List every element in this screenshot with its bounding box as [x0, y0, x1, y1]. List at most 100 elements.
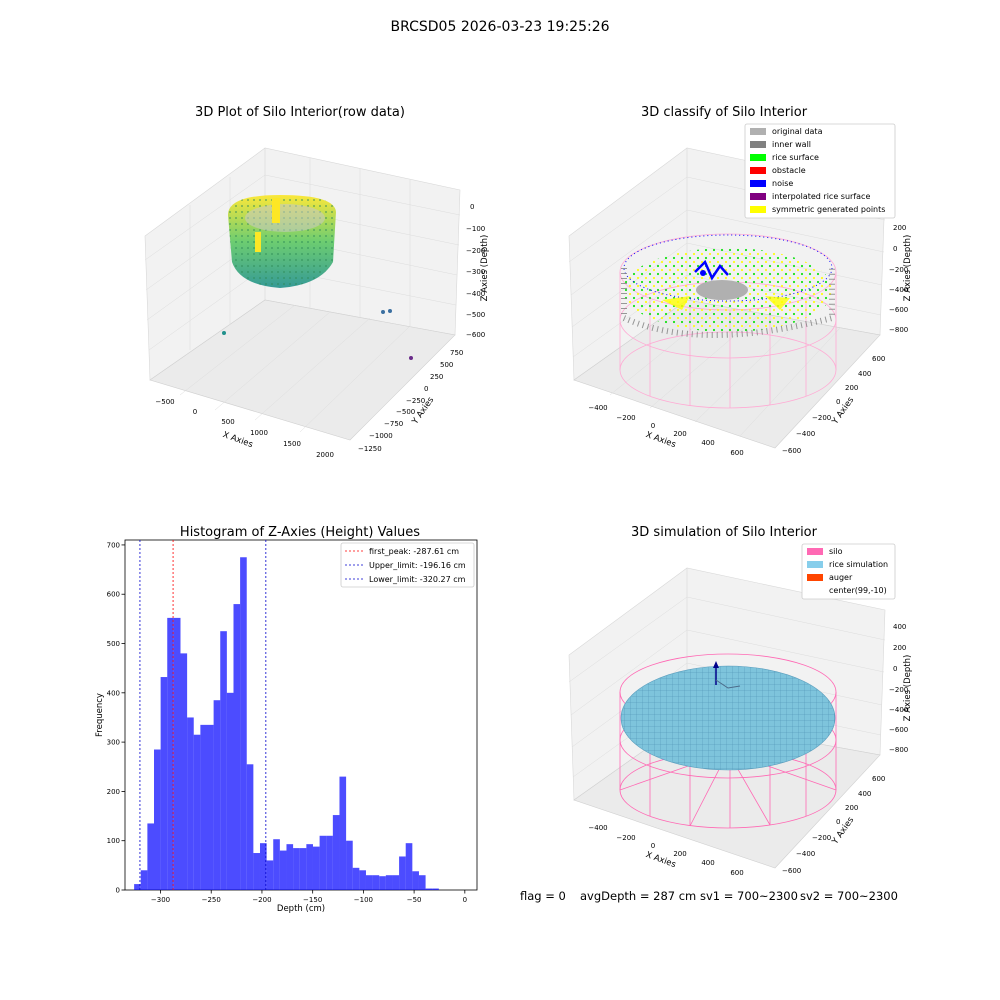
panel4-legend-entry: rice simulation [807, 560, 888, 569]
x-tick-label: −200 [252, 896, 271, 904]
panel4-ytick: −200 [812, 834, 831, 842]
histogram-bar [359, 870, 366, 890]
histogram-bar [365, 875, 373, 890]
histogram-bar [220, 631, 227, 890]
histogram-bar [346, 840, 353, 890]
panel4-ytick: 200 [845, 804, 858, 812]
panel4-xtick: 600 [730, 869, 743, 877]
panel1-ytick: 500 [440, 361, 453, 369]
panel1-title: 3D Plot of Silo Interior(row data) [195, 105, 405, 120]
histogram-bar [332, 815, 340, 890]
y-tick-label: 100 [107, 837, 120, 845]
panel4-ztick: 200 [893, 644, 906, 652]
legend-label: original data [772, 127, 823, 136]
panel2-zlabel: Z Axies (Depth) [903, 235, 913, 302]
panel-histogram: Histogram of Z-Axies (Height) Values −30… [95, 525, 478, 914]
histogram-bar [233, 604, 241, 890]
histogram-bar [286, 844, 294, 890]
panel2-legend-entry: interpolated rice surface [750, 192, 870, 201]
panel4-ztick: 0 [893, 665, 897, 673]
legend-label: rice surface [772, 153, 819, 162]
x-tick-label: −100 [354, 896, 373, 904]
histogram-bar [240, 557, 247, 890]
histogram-bar [246, 764, 254, 890]
y-tick-label: 300 [107, 739, 120, 747]
status-avg-depth: avgDepth = 287 cm [580, 889, 696, 903]
panel-simulation: 3D simulation of Silo Interior silo [568, 525, 913, 877]
histogram-bar [134, 884, 141, 890]
panel1-outlier-point [381, 310, 385, 314]
panel1-xtick: 2000 [316, 451, 334, 459]
panel2-ztick: −800 [889, 326, 908, 334]
histogram-bar [425, 888, 433, 890]
legend-swatch-obstacle [750, 167, 766, 174]
panel4-legend-entry: center(99,-10) [829, 586, 887, 595]
panel4-ytick: −400 [796, 850, 815, 858]
panel2-ztick: 0 [893, 245, 897, 253]
panel1-xtick: 1000 [250, 429, 268, 437]
histogram-bar [273, 839, 280, 890]
panel1-ztick: −200 [466, 247, 485, 255]
panel1-ytick: −750 [384, 420, 403, 428]
panel2-ztick: −600 [889, 306, 908, 314]
panel2-xtick: 0 [651, 422, 655, 430]
histogram-bar [352, 867, 360, 890]
panel4-auger [713, 661, 741, 689]
histogram-xlabel: Depth (cm) [277, 904, 325, 914]
panel1-ztick: −300 [466, 268, 485, 276]
panel2-legend: original data inner wall rice surface ob… [744, 123, 896, 219]
panel4-zlabel: Z Axies (Depth) [903, 655, 913, 722]
panel2-xtick: 400 [701, 439, 714, 447]
histogram-bar [385, 875, 393, 890]
panel2-ytick: −600 [782, 447, 801, 455]
legend-swatch-rice-simulation [807, 561, 823, 568]
legend-label: first_peak: -287.61 cm [369, 547, 459, 556]
panel1-xtick: 500 [221, 418, 234, 426]
panel1-point-cloud [228, 195, 336, 288]
histogram-bar [213, 700, 221, 890]
panel4-ztick: −400 [889, 706, 908, 714]
panel1-outlier-point [388, 309, 392, 313]
panel2-ytick: 200 [845, 384, 858, 392]
histogram-bar [326, 835, 333, 890]
panel1-xtick: 0 [193, 408, 197, 416]
histogram-bar [372, 875, 380, 890]
histogram-bar [226, 692, 234, 890]
panel4-ytick: 600 [872, 775, 885, 783]
panel4-xtick: −200 [616, 834, 635, 842]
panel2-ylabel: Y Axies [830, 395, 857, 427]
histogram-bar [154, 749, 161, 890]
panel2-ytick: 400 [858, 370, 871, 378]
panel2-xtick: −200 [616, 414, 635, 422]
panel1-ytick: 250 [430, 373, 443, 381]
x-tick-label: −250 [202, 896, 221, 904]
panel4-ytick: 400 [858, 790, 871, 798]
histogram-y-ticks: 0 100 200 300 400 500 600 700 [107, 541, 125, 895]
panel4-ytick: −600 [782, 867, 801, 875]
panel-raw-data: 3D Plot of Silo Interior(row data) −500 … [144, 105, 490, 459]
x-tick-label: −150 [303, 896, 322, 904]
panel2-legend-entry: symmetric generated points [750, 205, 885, 214]
panel2-floor-pane [573, 299, 881, 449]
histogram-bar [339, 776, 347, 890]
histogram-bar [147, 823, 155, 890]
panel4-ztick: −600 [889, 726, 908, 734]
legend-label: interpolated rice surface [772, 192, 870, 201]
status-sv1: sv1 = 700~2300 [700, 889, 798, 903]
histogram-bar [319, 835, 327, 890]
histogram-legend: first_peak: -287.61 cm Upper_limit: -196… [340, 542, 475, 588]
figure-suptitle: BRCSD05 2026-03-23 19:25:26 [390, 19, 609, 35]
panel1-ytick: −1250 [358, 445, 382, 453]
panel4-xtick: 400 [701, 859, 714, 867]
panel1-ztick: −600 [466, 331, 485, 339]
histogram-bar [173, 617, 181, 890]
panel1-floor-pane [149, 299, 456, 441]
legend-label: rice simulation [829, 560, 888, 569]
legend-label: symmetric generated points [772, 205, 885, 214]
panel4-ylabel: Y Axies [830, 815, 857, 847]
legend-swatch-noise [750, 180, 766, 187]
histogram-x-ticks: −300 −250 −200 −150 −100 −50 0 [151, 890, 467, 904]
histogram-bar [259, 843, 267, 890]
panel2-ztick: 200 [893, 224, 906, 232]
legend-swatch-silo [807, 548, 823, 555]
